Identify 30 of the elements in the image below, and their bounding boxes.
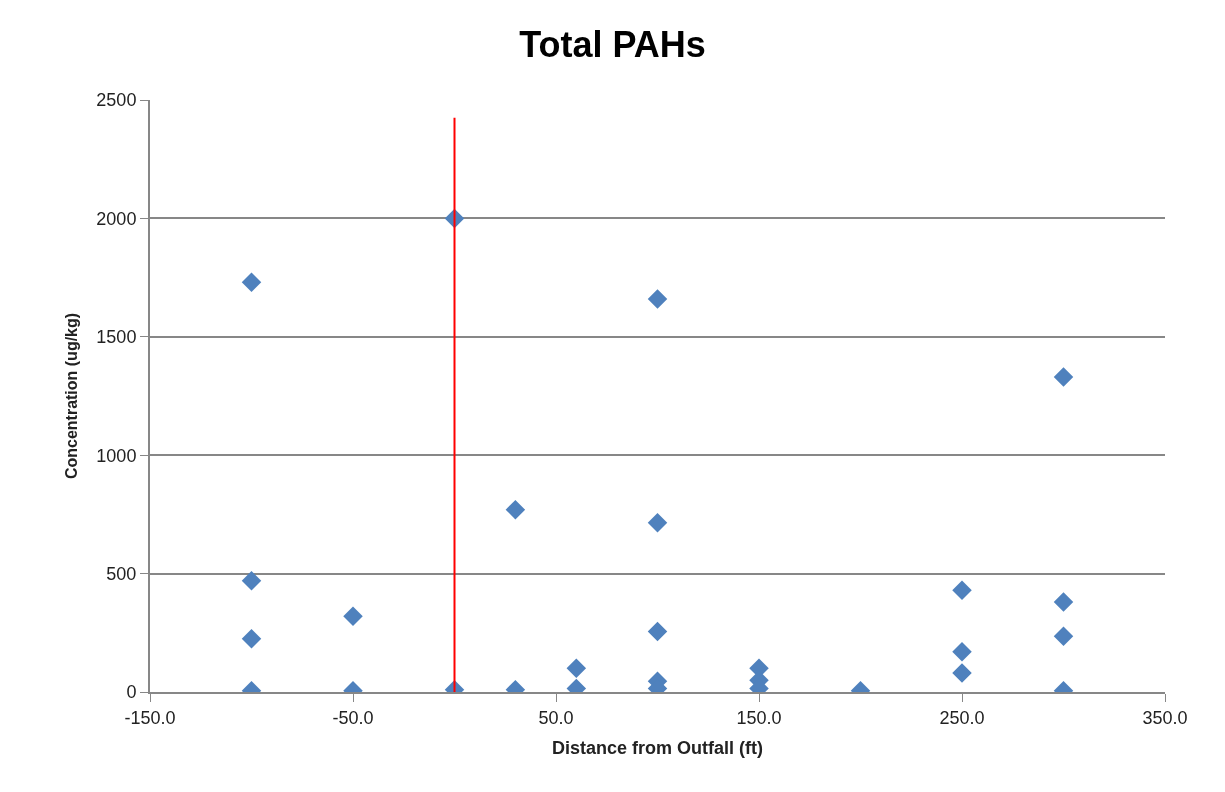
point [647, 512, 668, 533]
x-tick-label: -150.0 [124, 707, 176, 728]
y-tick-label: 0 [126, 682, 137, 703]
y-tick-label: 2500 [96, 90, 137, 111]
point [952, 580, 972, 600]
y-tick-label: 2000 [96, 208, 137, 229]
y-axis-title: Concentration (ug/kg) [62, 312, 80, 480]
point [241, 570, 262, 591]
point [241, 272, 262, 293]
point [1053, 626, 1074, 647]
y-tick-label: 1500 [96, 327, 137, 348]
point [505, 499, 526, 520]
x-tick-label: 150.0 [736, 707, 782, 728]
point [647, 621, 668, 642]
x-tick-label: 50.0 [538, 707, 574, 728]
point [1053, 367, 1074, 387]
point [343, 606, 363, 626]
point [1053, 592, 1074, 612]
point [241, 628, 262, 649]
point [647, 289, 668, 309]
point [566, 658, 587, 679]
y-tick-label: 1000 [96, 445, 137, 466]
x-tick-label: 250.0 [939, 707, 985, 728]
x-tick-label: 350.0 [1142, 707, 1188, 728]
x-axis-title: Distance from Outfall (ft) [551, 738, 764, 759]
chart-title: Total PAHs [519, 23, 706, 65]
x-tick-label: -50.0 [332, 707, 374, 728]
y-tick-label: 500 [106, 563, 137, 584]
point [952, 641, 972, 662]
point [952, 663, 972, 683]
